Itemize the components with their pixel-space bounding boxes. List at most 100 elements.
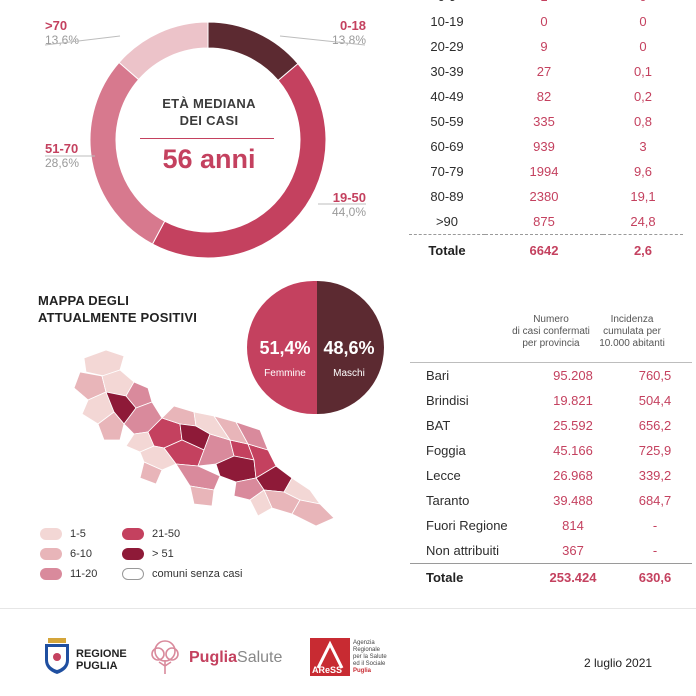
age-range-cell: 40-49	[430, 89, 464, 104]
legend-item-1-5: 1-5	[40, 528, 86, 541]
province-table-total-row: Totale 253.424 630,6	[410, 563, 692, 590]
cases-cell: 2380	[529, 189, 559, 204]
lethality-cell: 9,6	[633, 164, 653, 179]
age-table: 0-91010-190020-299030-39270,140-49820,25…	[409, 0, 683, 265]
legend-swatch	[40, 528, 62, 541]
province-name-cell: Non attribuiti	[426, 543, 499, 558]
female-percent: 51,4%	[259, 338, 311, 358]
legend-item-11-20: 11-20	[40, 568, 97, 581]
table-row: Taranto 39.488 684,7	[410, 488, 692, 513]
male-label: Maschi	[333, 368, 365, 379]
province-cases-cell: 367	[562, 543, 584, 558]
age-donut-chart	[89, 21, 327, 259]
cases-cell: 1994	[529, 164, 559, 179]
total-cases-cell: 253.424	[528, 563, 618, 590]
legend-item-over-51: > 51	[122, 548, 174, 561]
province-incidence-cell: 504,4	[638, 393, 672, 408]
aress-description: Agenzia Regionale per la Salute ed il So…	[353, 640, 387, 674]
province-cases-cell: 814	[562, 518, 584, 533]
puglia-map	[57, 349, 335, 527]
table-row: 60-69 939 3	[409, 134, 683, 159]
table-row: Bari 95.208 760,5	[410, 362, 692, 388]
regione-puglia-logo-text: REGIONE PUGLIA	[76, 648, 127, 672]
province-incidence-cell: 725,9	[638, 443, 672, 458]
legend-swatch	[40, 568, 62, 581]
female-label: Femmine	[264, 368, 306, 379]
province-name-cell: Taranto	[426, 493, 470, 508]
median-age-divider	[140, 138, 274, 139]
table-row: 10-19 0 0	[409, 9, 683, 34]
table-row: BAT 25.592 656,2	[410, 413, 692, 438]
puglia-salute-logo-text: PugliaSalute	[189, 649, 283, 666]
legend-item-21-50: 21-50	[122, 528, 180, 541]
province-cases-cell: 25.592	[553, 418, 593, 433]
age-label-0-18: 0-18 13,8%	[331, 18, 366, 47]
age-range-cell: 10-19	[430, 14, 464, 29]
aress-logo-text: AReSS	[312, 665, 343, 675]
median-age-value: 56 anni	[162, 144, 256, 174]
table-row: Foggia 45.166 725,9	[410, 438, 692, 463]
age-label-51-70: 51-70 28,6%	[45, 141, 80, 170]
cases-cell: 9	[540, 39, 548, 54]
province-name-cell: Fuori Regione	[426, 518, 508, 533]
age-range-cell: >90	[435, 214, 459, 229]
regione-puglia-crest-icon	[45, 638, 69, 674]
lethality-cell: 0,1	[633, 64, 653, 79]
table-row: 70-79 1994 9,6	[409, 159, 683, 184]
cases-cell: 0	[540, 14, 548, 29]
report-date: 2 luglio 2021	[584, 656, 653, 670]
age-label-19-50: 19-50 44,0%	[331, 190, 366, 219]
province-name-cell: Foggia	[426, 443, 466, 458]
puglia-salute-tree-icon	[151, 640, 179, 674]
province-incidence-cell: 760,5	[618, 362, 692, 388]
table-row: 0-910	[409, 0, 683, 9]
age-range-cell: 0-9	[409, 0, 485, 9]
age-range-cell: 80-89	[430, 189, 464, 204]
province-cases-cell: 26.968	[553, 468, 593, 483]
lethality-cell: 0	[639, 14, 647, 29]
table-row: 80-89 2380 19,1	[409, 184, 683, 209]
total-lethality-cell: 2,6	[603, 234, 683, 265]
table-row: Brindisi 19.821 504,4	[410, 388, 692, 413]
province-cases-cell: 39.488	[553, 493, 593, 508]
lethality-cell: 0	[603, 0, 683, 9]
province-incidence-header: Incidenza cumulata per 10.000 abitanti	[599, 314, 665, 349]
median-age-title: ETÀ MEDIANA DEI CASI	[162, 96, 256, 128]
province-incidence-cell: -	[652, 543, 658, 558]
cases-cell: 335	[533, 114, 555, 129]
province-cases-cell: 95.208	[528, 362, 618, 388]
province-cases-cell: 45.166	[553, 443, 593, 458]
legend-swatch	[40, 548, 62, 561]
age-range-cell: 50-59	[430, 114, 464, 129]
table-row: >90 875 24,8	[409, 209, 683, 235]
total-incidence-cell: 630,6	[618, 563, 692, 590]
province-name-cell: Brindisi	[426, 393, 469, 408]
sex-split-circle: 51,4% Femmine 48,6% Maschi	[230, 281, 396, 414]
cases-cell: 27	[536, 64, 552, 79]
cases-cell: 82	[536, 89, 552, 104]
lethality-cell: 19,1	[630, 189, 656, 204]
age-range-cell: 30-39	[430, 64, 464, 79]
age-table-total-row: Totale 6642 2,6	[409, 234, 683, 265]
male-percent: 48,6%	[323, 338, 375, 358]
lethality-cell: 0,2	[633, 89, 653, 104]
legend-swatch	[122, 548, 144, 561]
table-row: 30-39 27 0,1	[409, 59, 683, 84]
total-cases-cell: 6642	[485, 234, 603, 265]
lethality-cell: 0	[639, 39, 647, 54]
total-label-cell: Totale	[409, 234, 485, 265]
legend-item-no-cases: comuni senza casi	[122, 568, 243, 581]
table-row: 40-49 82 0,2	[409, 84, 683, 109]
aress-logo-icon	[310, 638, 350, 676]
donut-segment-19-50	[151, 62, 327, 259]
legend-swatch	[122, 528, 144, 541]
province-incidence-cell: 656,2	[638, 418, 672, 433]
table-row: 50-59 335 0,8	[409, 109, 683, 134]
cases-cell: 1	[485, 0, 603, 9]
lethality-cell: 0,8	[633, 114, 653, 129]
cases-cell: 875	[533, 214, 555, 229]
total-label-cell: Totale	[410, 563, 528, 590]
lethality-cell: 3	[639, 139, 647, 154]
province-name-cell: Bari	[410, 362, 528, 388]
age-leader-lines	[44, 35, 366, 205]
